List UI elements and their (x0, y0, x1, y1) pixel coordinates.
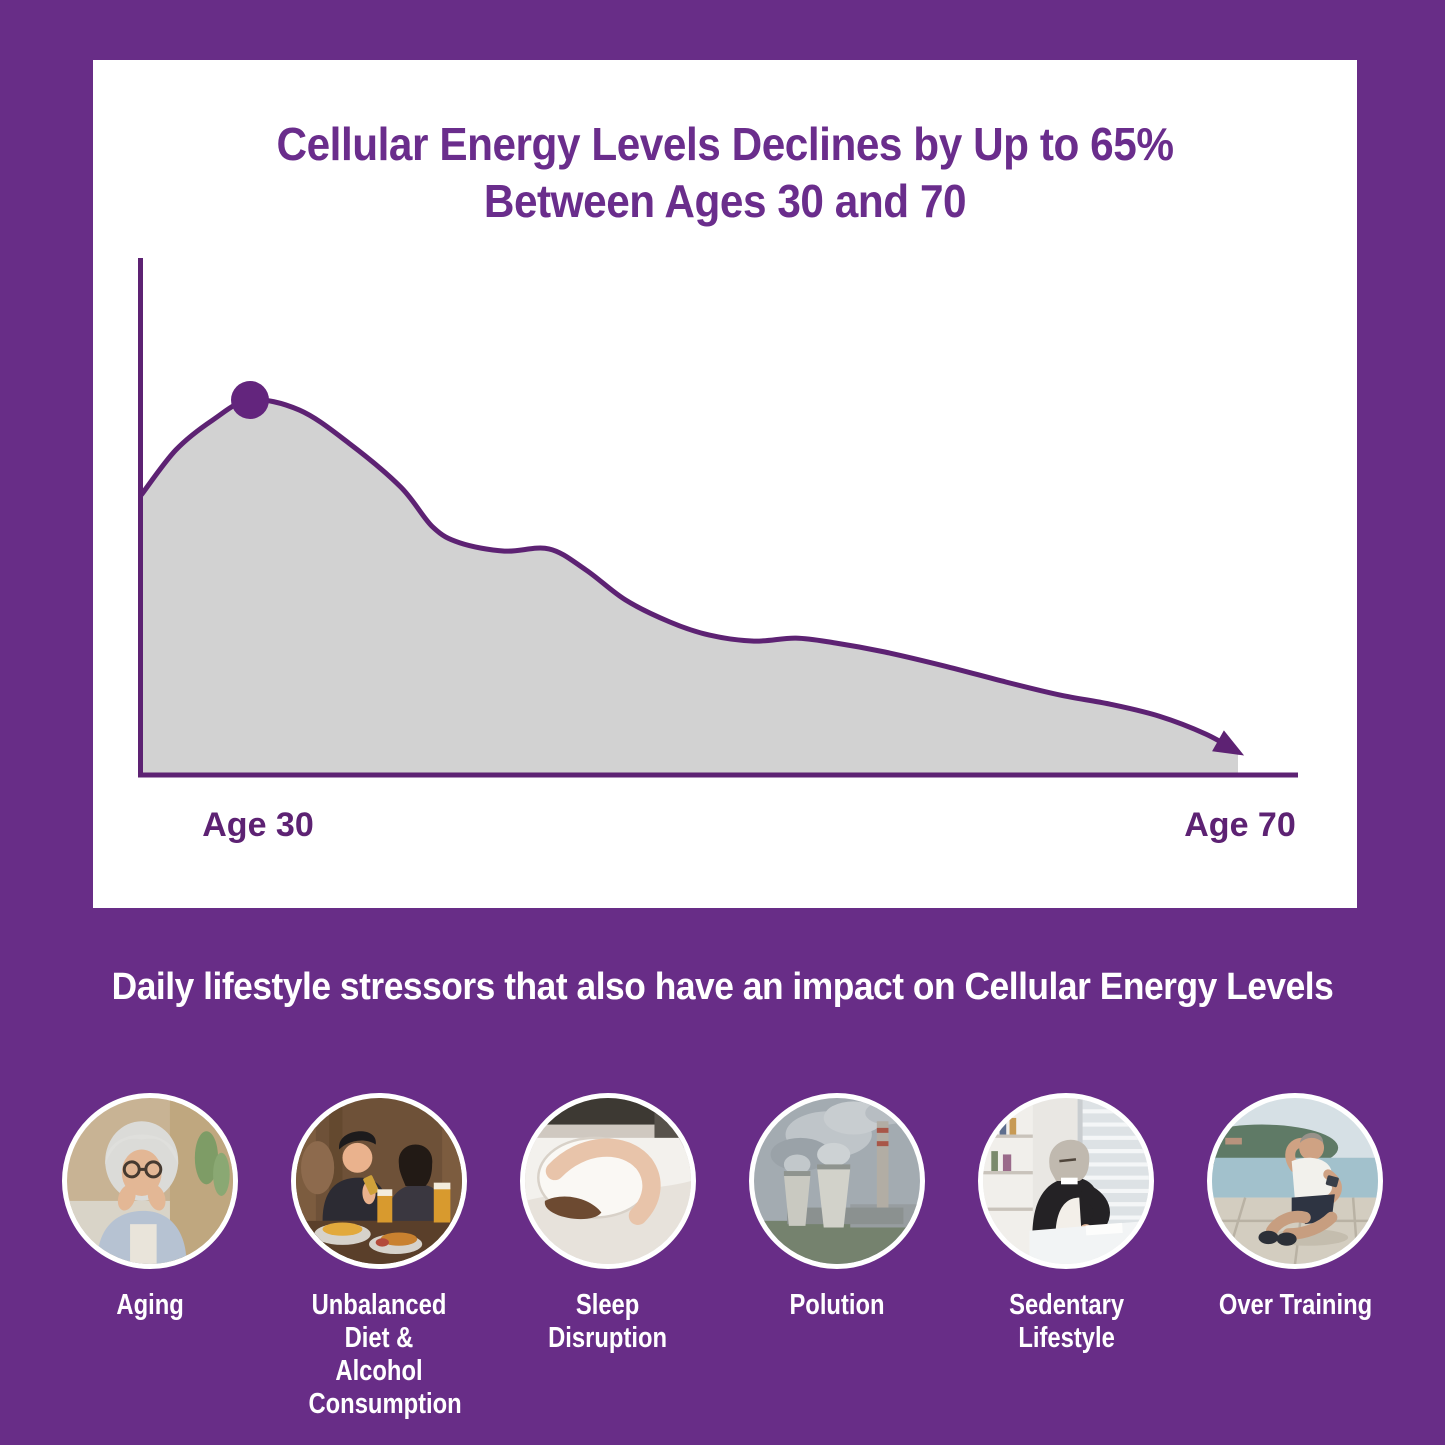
sedentary-lifestyle-photo-illustration (983, 1098, 1150, 1264)
peak-dot-marker (231, 381, 269, 419)
stressor-item-polution: Polution (723, 1093, 952, 1421)
unbalanced-diet-photo-illustration (295, 1098, 462, 1264)
chart-title: Cellular Energy Levels Declines by Up to… (144, 116, 1307, 230)
sleep-disruption-photo-illustration (524, 1098, 691, 1264)
sedentary-lifestyle-photo (978, 1093, 1155, 1269)
energy-area-fill (141, 399, 1238, 773)
stressors-heading: Daily lifestyle stressors that also have… (111, 966, 1334, 1008)
stressor-label-sleep: Sleep Disruption (548, 1289, 668, 1354)
unbalanced-diet-photo (290, 1093, 467, 1269)
over-training-photo-illustration (1212, 1098, 1379, 1264)
x-axis-label-age70: Age 70 (1184, 806, 1296, 844)
aging-photo (61, 1093, 238, 1269)
stressor-item-aging: Aging (35, 1093, 264, 1421)
aging-photo-illustration (66, 1098, 233, 1264)
polution-photo (749, 1093, 926, 1269)
stressor-item-sleep: Sleep Disruption (493, 1093, 722, 1421)
energy-curve-line (138, 397, 1245, 756)
stressor-item-overtraining: Over Training (1181, 1093, 1410, 1421)
over-training-photo (1207, 1093, 1384, 1269)
chart-title-line1: Cellular Energy Levels Declines by Up to… (276, 118, 1174, 170)
polution-photo-illustration (754, 1098, 921, 1264)
stressors-row: Aging (35, 1093, 1410, 1421)
stressor-label-diet: Unbalanced Diet & Alcohol Consumption (308, 1289, 462, 1420)
x-axis-label-age30: Age 30 (202, 806, 314, 844)
stressor-label-sedentary: Sedentary Lifestyle (1008, 1289, 1124, 1354)
stressor-item-sedentary: Sedentary Lifestyle (952, 1093, 1181, 1421)
stressor-item-diet: Unbalanced Diet & Alcohol Consumption (264, 1093, 493, 1421)
chart-title-line2: Between Ages 30 and 70 (483, 175, 967, 227)
stressor-label-aging: Aging (115, 1289, 184, 1321)
stressor-label-polution: Polution (789, 1289, 885, 1321)
sleep-disruption-photo (519, 1093, 696, 1269)
stressor-label-overtraining: Over Training (1218, 1289, 1373, 1321)
